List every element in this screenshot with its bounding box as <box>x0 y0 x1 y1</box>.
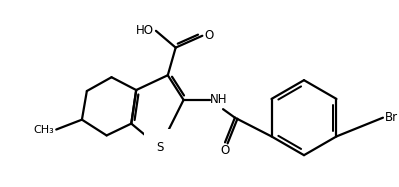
Text: S: S <box>156 141 164 154</box>
Text: O: O <box>220 144 230 157</box>
Text: NH: NH <box>210 94 228 106</box>
Text: O: O <box>204 29 213 42</box>
Text: HO: HO <box>136 24 154 37</box>
Text: Br: Br <box>385 111 398 124</box>
Text: CH₃: CH₃ <box>34 125 54 134</box>
